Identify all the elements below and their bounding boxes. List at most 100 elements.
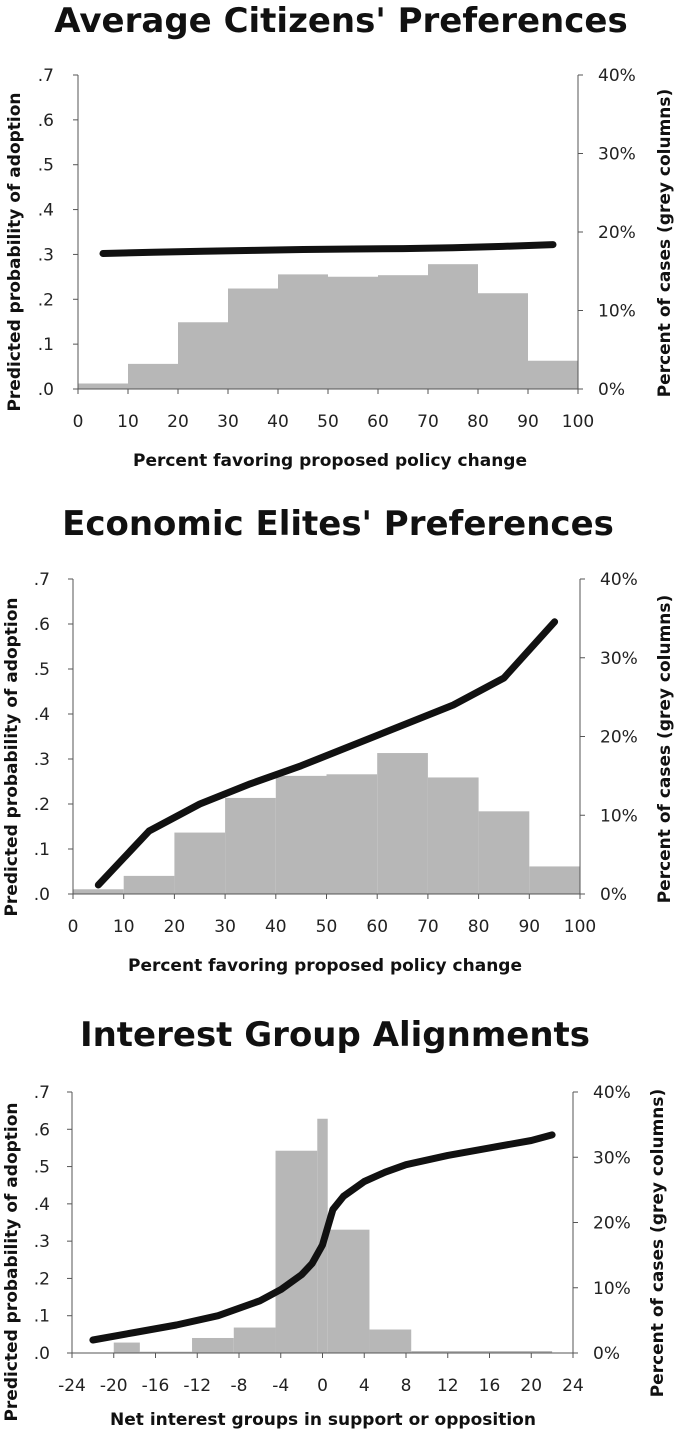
chart-title: Average Citizens' Preferences — [54, 1, 627, 41]
y-tick-label: .5 — [34, 1158, 50, 1178]
chart-title: Economic Elites' Preferences — [62, 504, 614, 544]
y2-tick-label: 10% — [593, 1279, 631, 1299]
y2-tick-label: 0% — [600, 885, 627, 905]
x-tick-label: 10 — [117, 412, 139, 432]
x-tick-label: 0 — [317, 1376, 328, 1396]
histogram-bar — [369, 1329, 412, 1353]
histogram-bar — [278, 274, 328, 389]
x-tick-label: 60 — [366, 917, 388, 937]
y-tick-label: .1 — [38, 335, 54, 355]
y2-tick-label: 0% — [598, 380, 625, 400]
x-tick-label: 70 — [417, 412, 439, 432]
histogram-bar — [411, 1351, 553, 1353]
x-tick-label: 0 — [68, 917, 79, 937]
x-tick-label: 0 — [73, 412, 84, 432]
x-tick-label: 40 — [267, 412, 289, 432]
histogram-bar — [78, 383, 128, 389]
y-tick-label: .5 — [38, 156, 54, 176]
x-tick-label: 8 — [401, 1376, 412, 1396]
probability-curve — [89, 1131, 556, 1344]
y-tick-label: .2 — [34, 1269, 50, 1289]
histogram-bar — [529, 866, 580, 894]
histogram-bar — [528, 360, 578, 389]
panel-interest-groups: Interest Group Alignments .0 .1 .2 .3 .4 .5 .6… — [2, 1015, 668, 1430]
histogram-bar — [178, 322, 228, 389]
x-tick-label: 10 — [113, 917, 135, 937]
y-tick-label: .6 — [34, 1120, 50, 1140]
x-tick-label: 50 — [317, 412, 339, 432]
histogram-bar — [427, 777, 479, 894]
predicted-probability-line — [94, 618, 559, 889]
y2-tick-label: 10% — [600, 806, 638, 826]
histogram-bar — [233, 1327, 276, 1353]
x-tick-label: 40 — [265, 917, 287, 937]
x-tick-label: 50 — [316, 917, 338, 937]
axes — [68, 578, 585, 899]
y2-tick-label: 30% — [598, 145, 636, 165]
y-tick-label: .0 — [34, 885, 50, 905]
y2-axis-label: Percent of cases (grey columns) — [648, 1089, 668, 1398]
y-tick-label: .4 — [38, 201, 54, 221]
x-tick-label: -4 — [272, 1376, 289, 1396]
x-tick-label: 30 — [217, 412, 239, 432]
y-tick-label: .2 — [38, 290, 54, 310]
y-tick-label: .6 — [34, 615, 50, 635]
x-tick-label: 60 — [367, 412, 389, 432]
histogram-bar — [139, 1351, 193, 1353]
x-tick-label: -12 — [183, 1376, 211, 1396]
y2-axis-label: Percent of cases (grey columns) — [655, 89, 675, 398]
histogram-bar — [377, 753, 428, 894]
x-tick-label: 4 — [359, 1376, 370, 1396]
histogram-bar — [327, 1229, 370, 1353]
y2-tick-label: 10% — [598, 302, 636, 322]
panel-average-citizens: Average Citizens' Preferences .0 .1 .2 .3 .4… — [5, 1, 675, 471]
histogram-bar — [192, 1337, 234, 1353]
y-tick-label: .7 — [34, 1083, 50, 1103]
x-tick-label: 12 — [437, 1376, 459, 1396]
probability-curve — [99, 241, 557, 257]
y-tick-label: .4 — [34, 705, 50, 725]
x-tick-label: 80 — [467, 412, 489, 432]
bars — [113, 1118, 553, 1353]
y2-tick-label: 20% — [598, 223, 636, 243]
histogram-bar — [478, 293, 528, 389]
tick-labels: .0.1.2.3.4.5.6.70%10%20%30%40%-24 -20 -16-… — [34, 1083, 631, 1396]
bars — [78, 264, 578, 389]
y2-tick-label: 20% — [593, 1214, 631, 1234]
histogram-bar — [228, 288, 278, 389]
y2-tick-label: 40% — [593, 1083, 631, 1103]
histogram-bar — [225, 797, 276, 894]
histogram-bar — [478, 811, 530, 894]
histogram-bar — [123, 875, 175, 894]
axes — [73, 74, 583, 394]
y-tick-label: .2 — [34, 795, 50, 815]
x-tick-label: 100 — [564, 917, 596, 937]
y-axis-label: Predicted probability of adoption — [5, 92, 25, 411]
x-tick-label: 20 — [520, 1376, 542, 1396]
y2-tick-label: 30% — [593, 1148, 631, 1168]
y-tick-label: .1 — [34, 840, 50, 860]
predicted-probability-line — [99, 241, 557, 257]
histogram-bar — [174, 832, 226, 894]
x-tick-label: 20 — [167, 412, 189, 432]
histogram-bar — [326, 774, 378, 894]
histogram-bar — [128, 363, 178, 389]
y-tick-label: .4 — [34, 1195, 50, 1215]
y-tick-label: .1 — [34, 1307, 50, 1327]
y-tick-label: .3 — [34, 750, 50, 770]
y2-tick-label: 20% — [600, 728, 638, 748]
histogram-bar — [275, 1150, 318, 1353]
y2-tick-label: 40% — [600, 570, 638, 590]
y-tick-label: .7 — [38, 66, 54, 86]
tick-labels: .0 .1 .2 .3 .4 .5 .6 .7 0% 10% 20% 30% 40% 0 10 20 30 40 5… — [38, 66, 636, 432]
x-tick-label: 100 — [562, 412, 594, 432]
x-tick-label: 20 — [164, 917, 186, 937]
chart-title: Interest Group Alignments — [80, 1015, 590, 1055]
x-axis-label: Percent favoring proposed policy change — [133, 451, 527, 471]
x-tick-label: 30 — [214, 917, 236, 937]
y2-tick-label: 40% — [598, 66, 636, 86]
y-tick-label: .5 — [34, 660, 50, 680]
panel-economic-elites: Economic Elites' Preferences .0 .1 .2 .3 .4.… — [2, 504, 675, 976]
x-tick-label: -16 — [142, 1376, 170, 1396]
